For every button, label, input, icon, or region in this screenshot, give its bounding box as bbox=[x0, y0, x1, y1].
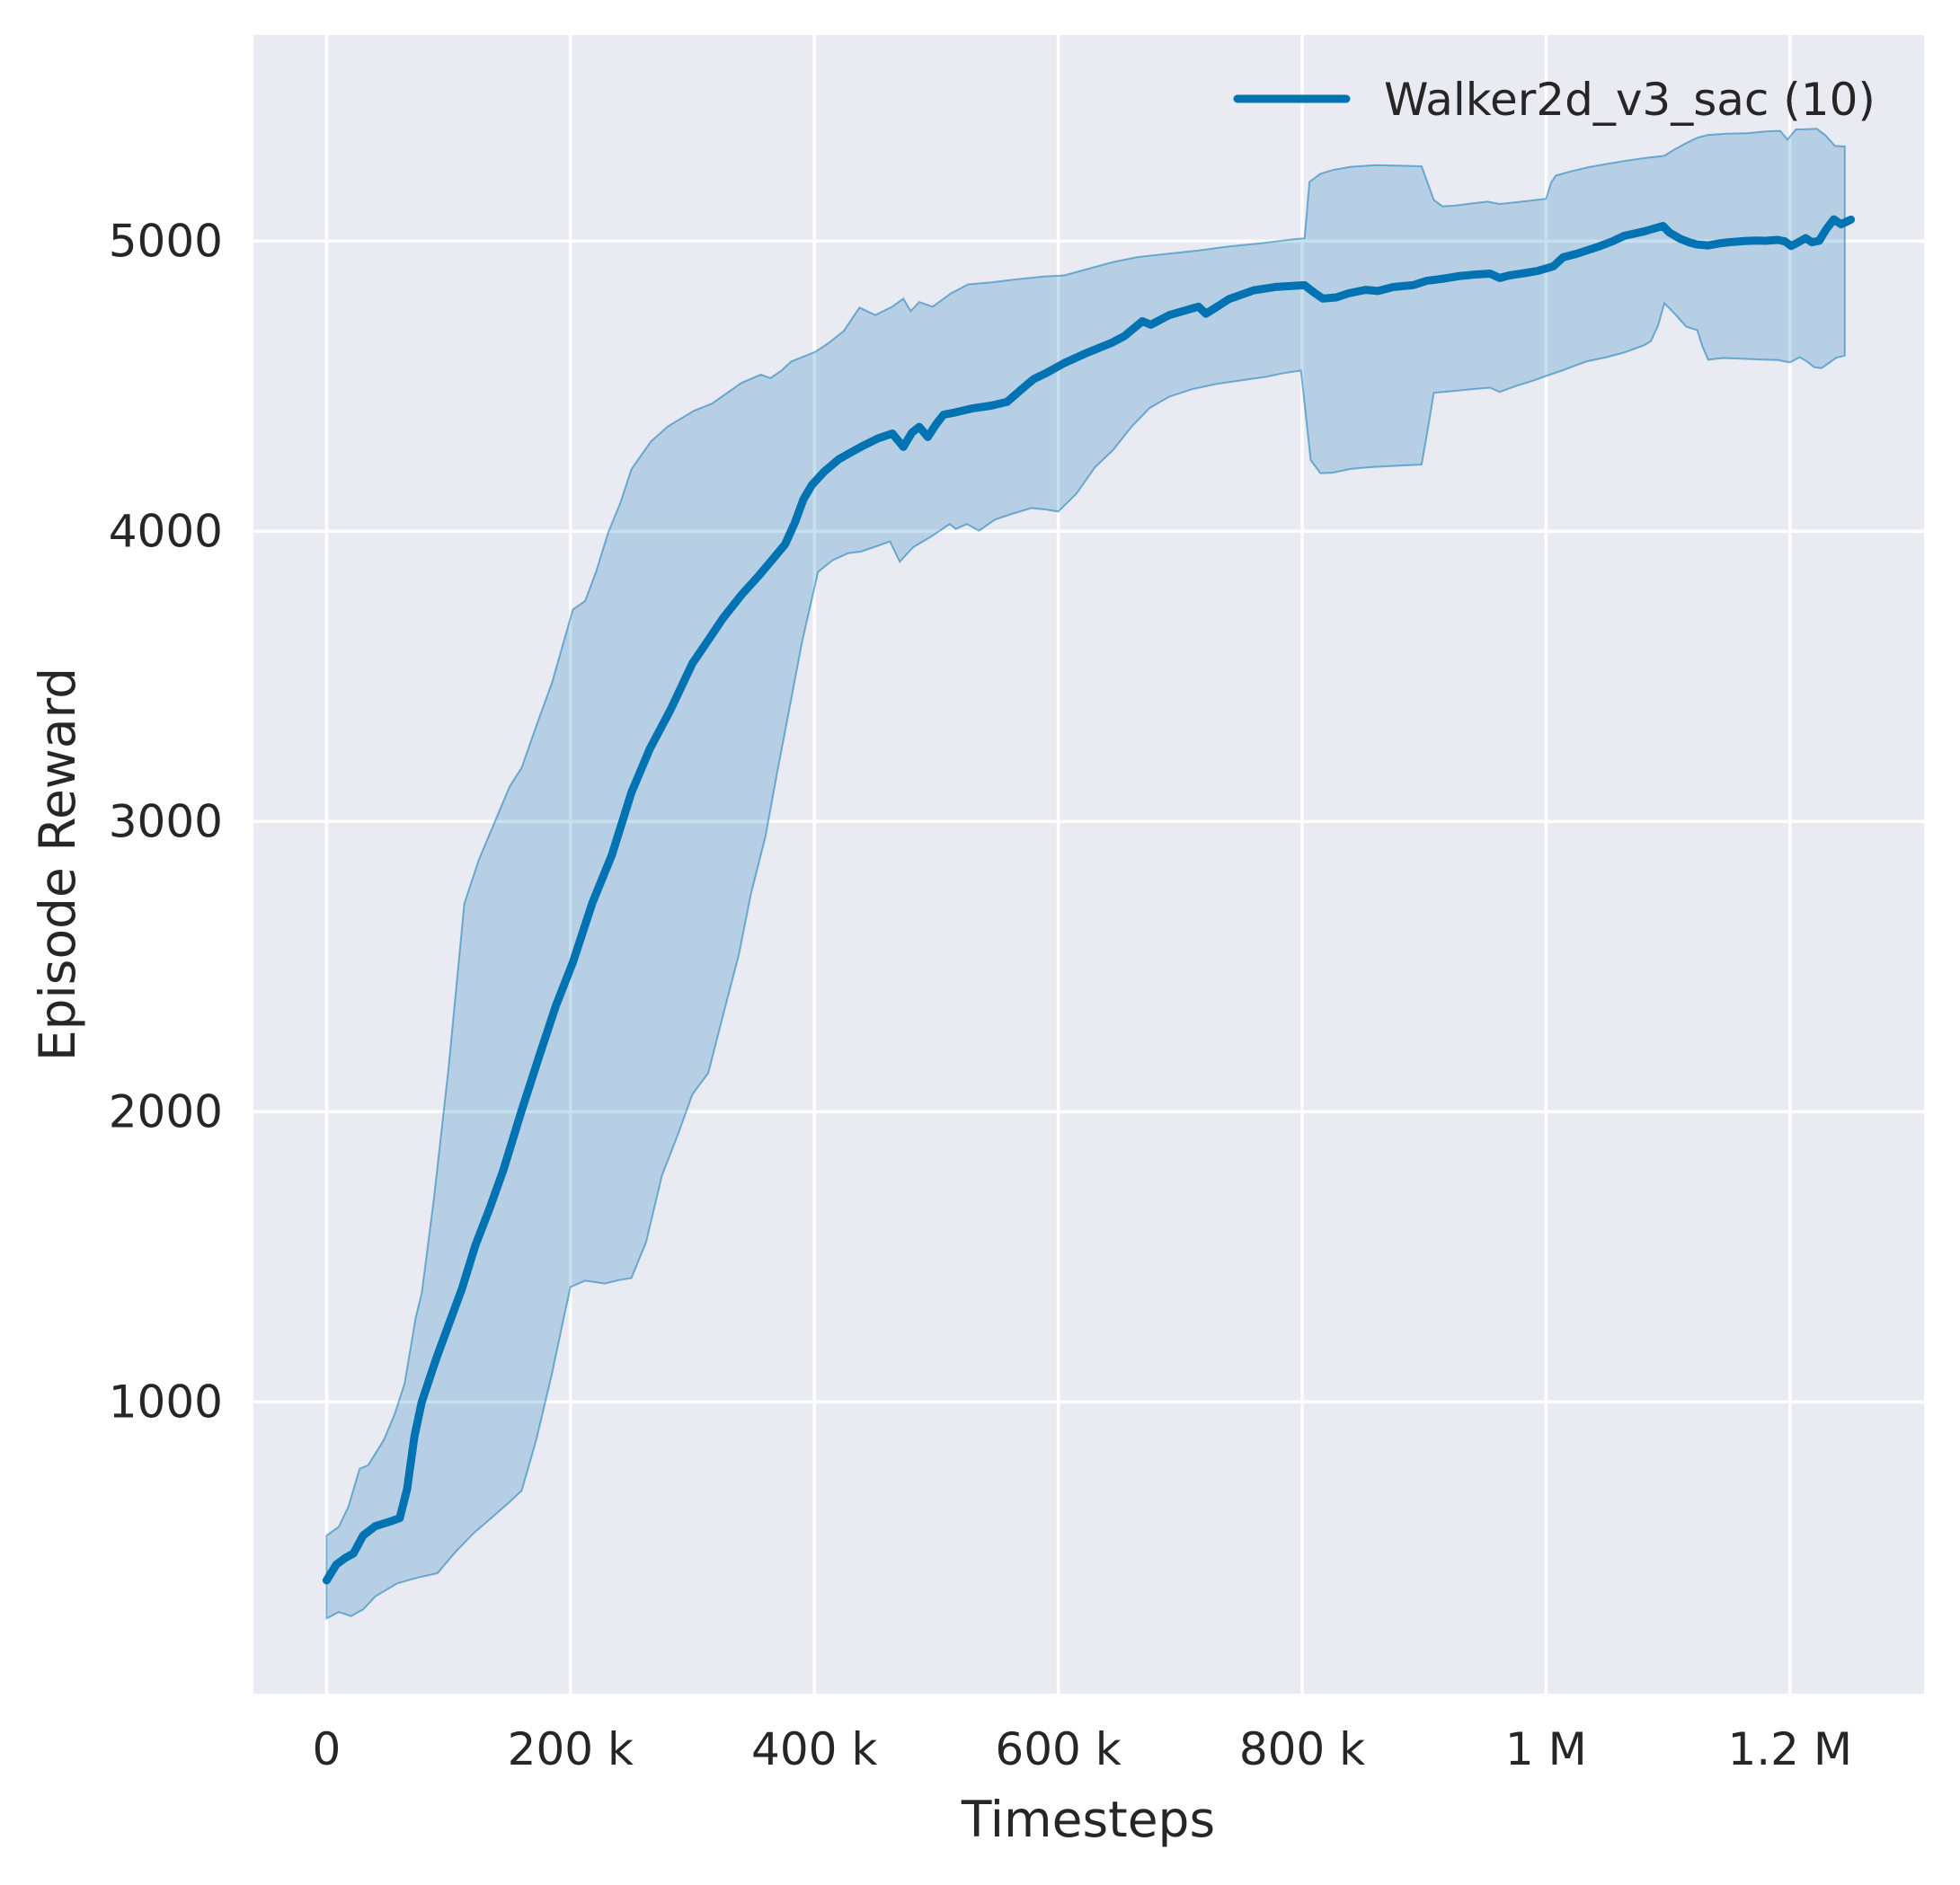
x-tick-label: 400 k bbox=[751, 1723, 877, 1775]
x-tick-label: 1 M bbox=[1505, 1723, 1587, 1775]
confidence-band bbox=[325, 128, 1846, 1620]
plot-area bbox=[253, 35, 1924, 1694]
y-axis-label: Episode Reward bbox=[29, 668, 86, 1061]
x-tick-label: 0 bbox=[313, 1723, 341, 1775]
x-tick-label: 1.2 M bbox=[1727, 1723, 1852, 1775]
x-tick-label: 200 k bbox=[508, 1723, 634, 1775]
series-line bbox=[322, 215, 1856, 1585]
x-tick-label: 600 k bbox=[995, 1723, 1121, 1775]
y-tick-label: 3000 bbox=[109, 795, 223, 847]
x-tick-label: 800 k bbox=[1239, 1723, 1365, 1775]
y-tick-label: 5000 bbox=[109, 215, 223, 267]
legend-label: Walker2d_v3_sac (10) bbox=[1384, 74, 1876, 126]
y-tick-label: 4000 bbox=[109, 505, 223, 557]
y-tick-label: 2000 bbox=[109, 1085, 223, 1137]
x-axis-label: Timesteps bbox=[961, 1791, 1215, 1848]
y-tick-label: 1000 bbox=[109, 1376, 223, 1428]
legend: Walker2d_v3_sac (10) bbox=[1233, 74, 1876, 126]
